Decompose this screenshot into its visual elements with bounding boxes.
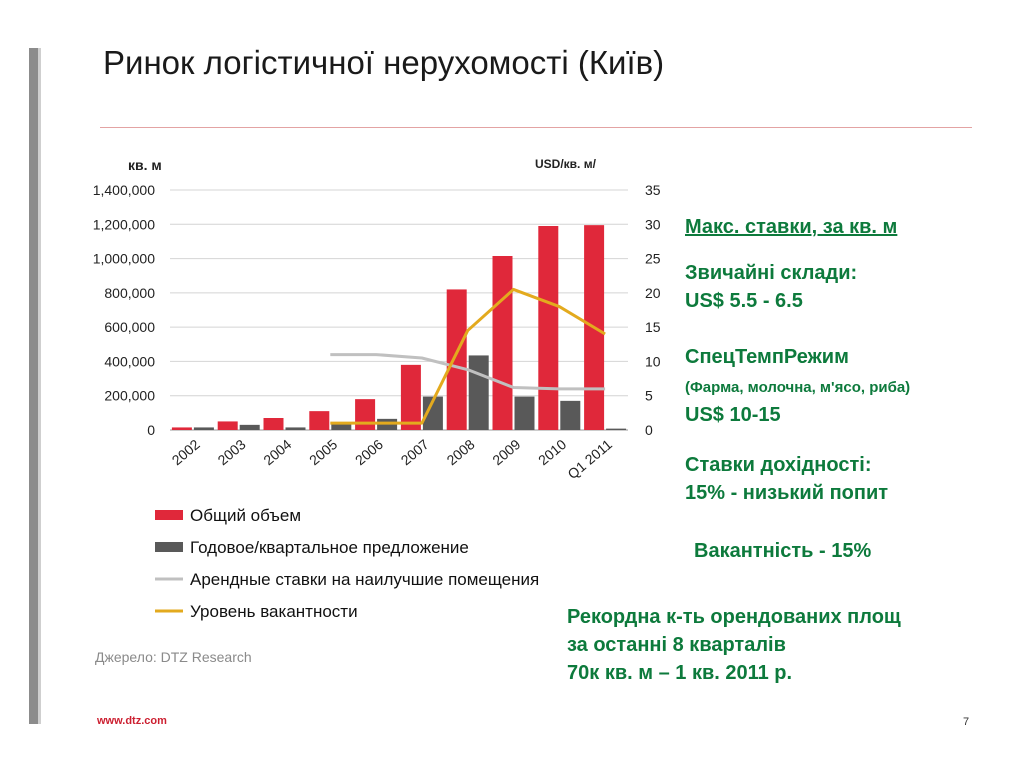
total-volume-bar	[355, 399, 376, 430]
left-tick-label: 600,000	[104, 319, 155, 335]
category-label: 2002	[169, 436, 203, 468]
vacancy-line	[330, 287, 606, 425]
category-label: 2008	[443, 436, 477, 468]
category-label: 2010	[535, 436, 569, 468]
legend-swatch	[155, 510, 183, 520]
left-tick-label: 1,000,000	[93, 251, 155, 267]
slide-title: Ринок логістичної нерухомості (Київ)	[103, 44, 665, 81]
supply-bar	[606, 428, 627, 430]
supply-bar	[331, 424, 352, 430]
supply-bar	[193, 427, 214, 430]
record-line-2: за останні 8 кварталів	[567, 634, 786, 656]
supply-bar	[422, 396, 443, 430]
legend-swatch	[155, 542, 183, 552]
yield-value: 15% - низький попит	[685, 482, 889, 504]
supply-bar	[468, 355, 489, 430]
total-volume-bar	[309, 411, 330, 430]
category-label: 2009	[489, 436, 523, 468]
category-label: 2005	[306, 436, 340, 468]
supply-bar	[514, 396, 535, 430]
right-tick-label: 20	[645, 285, 661, 301]
total-volume-bar	[538, 226, 559, 430]
category-label: 2003	[214, 436, 248, 468]
left-tick-label: 400,000	[104, 353, 155, 369]
supply-bar	[239, 424, 260, 430]
category-label: 2007	[398, 436, 432, 468]
right-tick-label: 10	[645, 353, 661, 369]
supply-bar	[560, 400, 581, 430]
category-label: Q1 2011	[564, 436, 615, 482]
chart-legend: Общий объем Годовое/квартальное предложен…	[155, 506, 539, 621]
rents-line	[330, 353, 606, 391]
right-tick-label: 25	[645, 251, 661, 267]
right-tick-label: 15	[645, 319, 661, 335]
total-volume-bar	[400, 364, 421, 430]
record-note: Рекордна к-ть орендованих площ за останн…	[567, 603, 901, 687]
record-line-1: Рекордна к-ть орендованих площ	[567, 606, 901, 628]
source-note: Джерело: DTZ Research	[95, 649, 252, 665]
total-volume-bar	[492, 256, 513, 430]
total-volume-bar	[263, 418, 284, 430]
yield-label: Ставки дохідності:	[685, 454, 872, 476]
left-tick-label: 1,200,000	[93, 216, 155, 232]
total-volume-bar	[217, 421, 238, 430]
warehouses-note: Звичайні склади: US$ 5.5 - 6.5	[685, 259, 857, 315]
right-tick-label: 0	[645, 422, 653, 438]
chart-gridlines	[170, 189, 628, 431]
yield-note: Ставки дохідності: 15% - низький попит	[685, 451, 888, 507]
warehouses-label: Звичайні склади:	[685, 262, 858, 284]
left-tick-label: 1,400,000	[93, 182, 155, 198]
legend-label: Годовое/квартальное предложение	[190, 538, 469, 557]
category-label: 2004	[260, 436, 294, 468]
supply-bar	[285, 427, 306, 430]
left-tick-label: 0	[147, 422, 155, 438]
legend-label: Уровень вакантности	[190, 602, 358, 621]
left-tick-label: 800,000	[104, 285, 155, 301]
special-regime-sublabel: (Фарма, молочна, м'ясо, риба)	[685, 379, 911, 396]
right-tick-label: 35	[645, 182, 661, 198]
total-volume-bar	[446, 289, 467, 430]
footer-link[interactable]: www.dtz.com	[97, 715, 167, 727]
total-volume-bar	[171, 427, 192, 430]
special-regime-label: СпецТемпРежим	[685, 346, 849, 368]
left-axis-unit: кв. м	[128, 157, 162, 173]
page-number: 7	[963, 716, 970, 728]
category-label: 2006	[352, 436, 386, 468]
warehouses-price: US$ 5.5 - 6.5	[685, 290, 803, 312]
title-divider	[100, 127, 972, 128]
right-axis-unit: USD/кв. м/	[535, 157, 597, 171]
legend-label: Общий объем	[190, 506, 301, 525]
right-tick-label: 5	[645, 388, 653, 404]
legend-label: Арендные ставки на наилучшие помещения	[190, 570, 539, 589]
vacancy-note: Вакантність - 15%	[694, 540, 872, 562]
max-rates-heading: Макс. ставки, за кв. м	[685, 216, 898, 238]
record-line-3: 70к кв. м – 1 кв. 2011 р.	[567, 662, 793, 684]
right-tick-label: 30	[645, 216, 661, 232]
chart-lines	[330, 287, 606, 425]
special-regime-price: US$ 10-15	[685, 404, 781, 426]
chart-axes: 0 0 200,000 5 400,000 10 600,000 15 800,000 20 1,0…	[93, 157, 661, 482]
slide-left-accent-bar	[29, 48, 41, 724]
left-tick-label: 200,000	[104, 388, 155, 404]
